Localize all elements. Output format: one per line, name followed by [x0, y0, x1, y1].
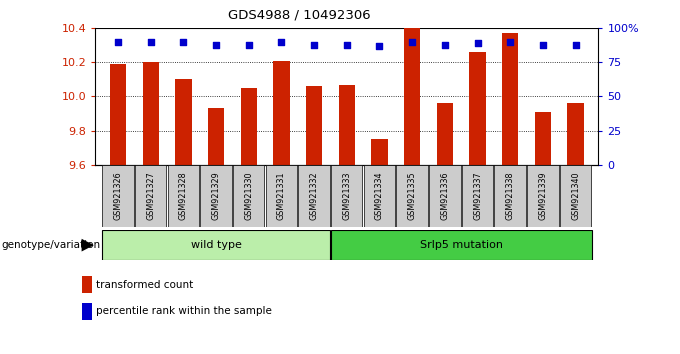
Bar — [233, 165, 265, 227]
Text: genotype/variation: genotype/variation — [1, 240, 101, 250]
Point — [243, 42, 254, 47]
Text: GSM921330: GSM921330 — [244, 171, 253, 220]
Bar — [396, 165, 428, 227]
Bar — [266, 165, 297, 227]
Text: Srlp5 mutation: Srlp5 mutation — [420, 240, 503, 250]
Point — [309, 42, 320, 47]
Point — [570, 42, 581, 47]
Text: GSM921340: GSM921340 — [571, 171, 580, 220]
Text: GSM921332: GSM921332 — [309, 171, 319, 220]
Point — [472, 40, 483, 46]
Text: GSM921337: GSM921337 — [473, 171, 482, 220]
Text: GSM921331: GSM921331 — [277, 171, 286, 220]
Bar — [567, 103, 583, 165]
Bar — [331, 165, 362, 227]
Text: GSM921339: GSM921339 — [539, 171, 547, 220]
Text: wild type: wild type — [190, 240, 241, 250]
Bar — [135, 165, 167, 227]
Text: GSM921328: GSM921328 — [179, 171, 188, 220]
Bar — [339, 85, 355, 165]
Bar — [273, 61, 290, 165]
Point — [146, 39, 156, 45]
Point — [439, 42, 450, 47]
Bar — [103, 165, 134, 227]
Bar — [331, 230, 592, 260]
Text: GSM921326: GSM921326 — [114, 171, 122, 220]
Bar — [241, 88, 257, 165]
Bar — [201, 165, 232, 227]
Bar — [371, 139, 388, 165]
Bar — [306, 86, 322, 165]
Bar — [437, 103, 453, 165]
Point — [374, 43, 385, 49]
Text: transformed count: transformed count — [96, 280, 193, 290]
Bar — [364, 165, 395, 227]
Text: GDS4988 / 10492306: GDS4988 / 10492306 — [228, 9, 371, 22]
Point — [537, 42, 548, 47]
Bar — [82, 303, 92, 320]
Point — [407, 39, 418, 45]
Bar — [462, 165, 493, 227]
Bar — [143, 62, 159, 165]
Point — [211, 42, 222, 47]
Text: GSM921333: GSM921333 — [342, 171, 352, 220]
Point — [341, 42, 352, 47]
Bar — [534, 112, 551, 165]
Text: GSM921338: GSM921338 — [506, 171, 515, 220]
Bar — [168, 165, 199, 227]
Text: percentile rank within the sample: percentile rank within the sample — [96, 306, 272, 316]
Point — [178, 39, 189, 45]
Point — [113, 39, 124, 45]
Bar — [110, 64, 126, 165]
Text: GSM921329: GSM921329 — [211, 171, 220, 220]
Bar — [208, 108, 224, 165]
Bar — [502, 33, 518, 165]
Bar — [560, 165, 591, 227]
Text: GSM921335: GSM921335 — [407, 171, 417, 220]
Bar — [175, 79, 192, 165]
Bar — [527, 165, 558, 227]
Point — [505, 39, 515, 45]
Bar — [469, 52, 486, 165]
Bar — [82, 276, 92, 293]
Text: GSM921336: GSM921336 — [441, 171, 449, 220]
Text: GSM921327: GSM921327 — [146, 171, 155, 220]
Bar — [404, 28, 420, 165]
Text: GSM921334: GSM921334 — [375, 171, 384, 220]
Bar — [103, 230, 330, 260]
Bar — [299, 165, 330, 227]
Bar — [494, 165, 526, 227]
Bar — [429, 165, 460, 227]
Point — [276, 39, 287, 45]
Polygon shape — [82, 239, 94, 251]
